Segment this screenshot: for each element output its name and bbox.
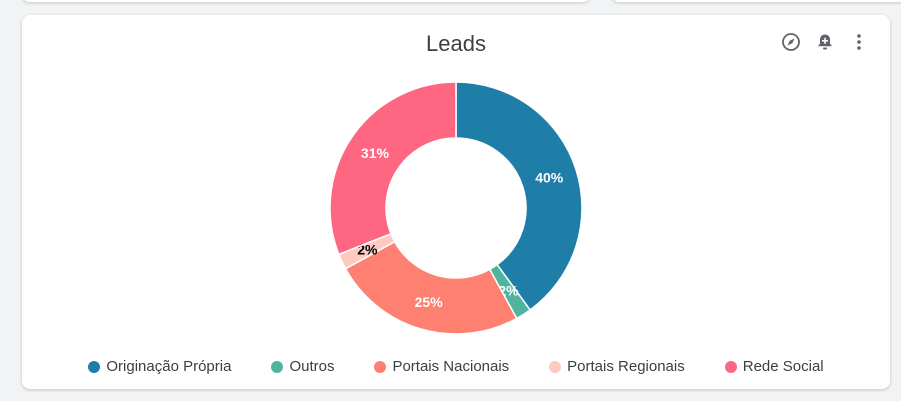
legend-swatch [374,360,387,373]
leads-chart-card: Leads 40% 2% 25% 2% 31% [22,15,890,389]
donut-slice[interactable] [344,240,518,335]
donut-chart: 40%2%25%2%31% [329,81,583,335]
donut-slice[interactable] [329,81,457,256]
explore-button[interactable] [780,31,802,53]
previous-card-right [612,0,901,2]
more-options-button[interactable] [848,31,870,53]
legend-label: Rede Social [742,358,824,375]
add-alert-button[interactable] [814,31,836,53]
legend-swatch [549,360,562,373]
chart-legend: Originação Própria Outros Portais Nacion… [22,358,890,375]
legend-item[interactable]: Originação Própria [88,358,231,375]
legend-item[interactable]: Portais Nacionais [374,358,509,375]
card-toolbar [780,31,870,53]
legend-swatch [271,360,284,373]
legend-label: Outros [289,358,335,375]
slice-label: 25% [415,294,444,310]
slice-label: 40% [535,170,564,186]
legend-label: Portais Nacionais [392,358,510,375]
legend-label: Portais Regionais [567,358,685,375]
previous-card-left [22,0,590,2]
legend-item[interactable]: Portais Regionais [549,358,685,375]
legend-item[interactable]: Outros [271,358,334,375]
slice-label: 31% [361,145,390,161]
legend-item[interactable]: Rede Social [724,358,824,375]
compass-icon [782,33,800,51]
donut-slice[interactable] [455,81,583,311]
legend-swatch [724,360,737,373]
legend-swatch [88,360,101,373]
more-vert-icon [857,34,861,50]
legend-label: Originação Própria [106,358,232,375]
add-alert-icon [818,34,832,50]
chart-title: Leads [426,31,486,56]
